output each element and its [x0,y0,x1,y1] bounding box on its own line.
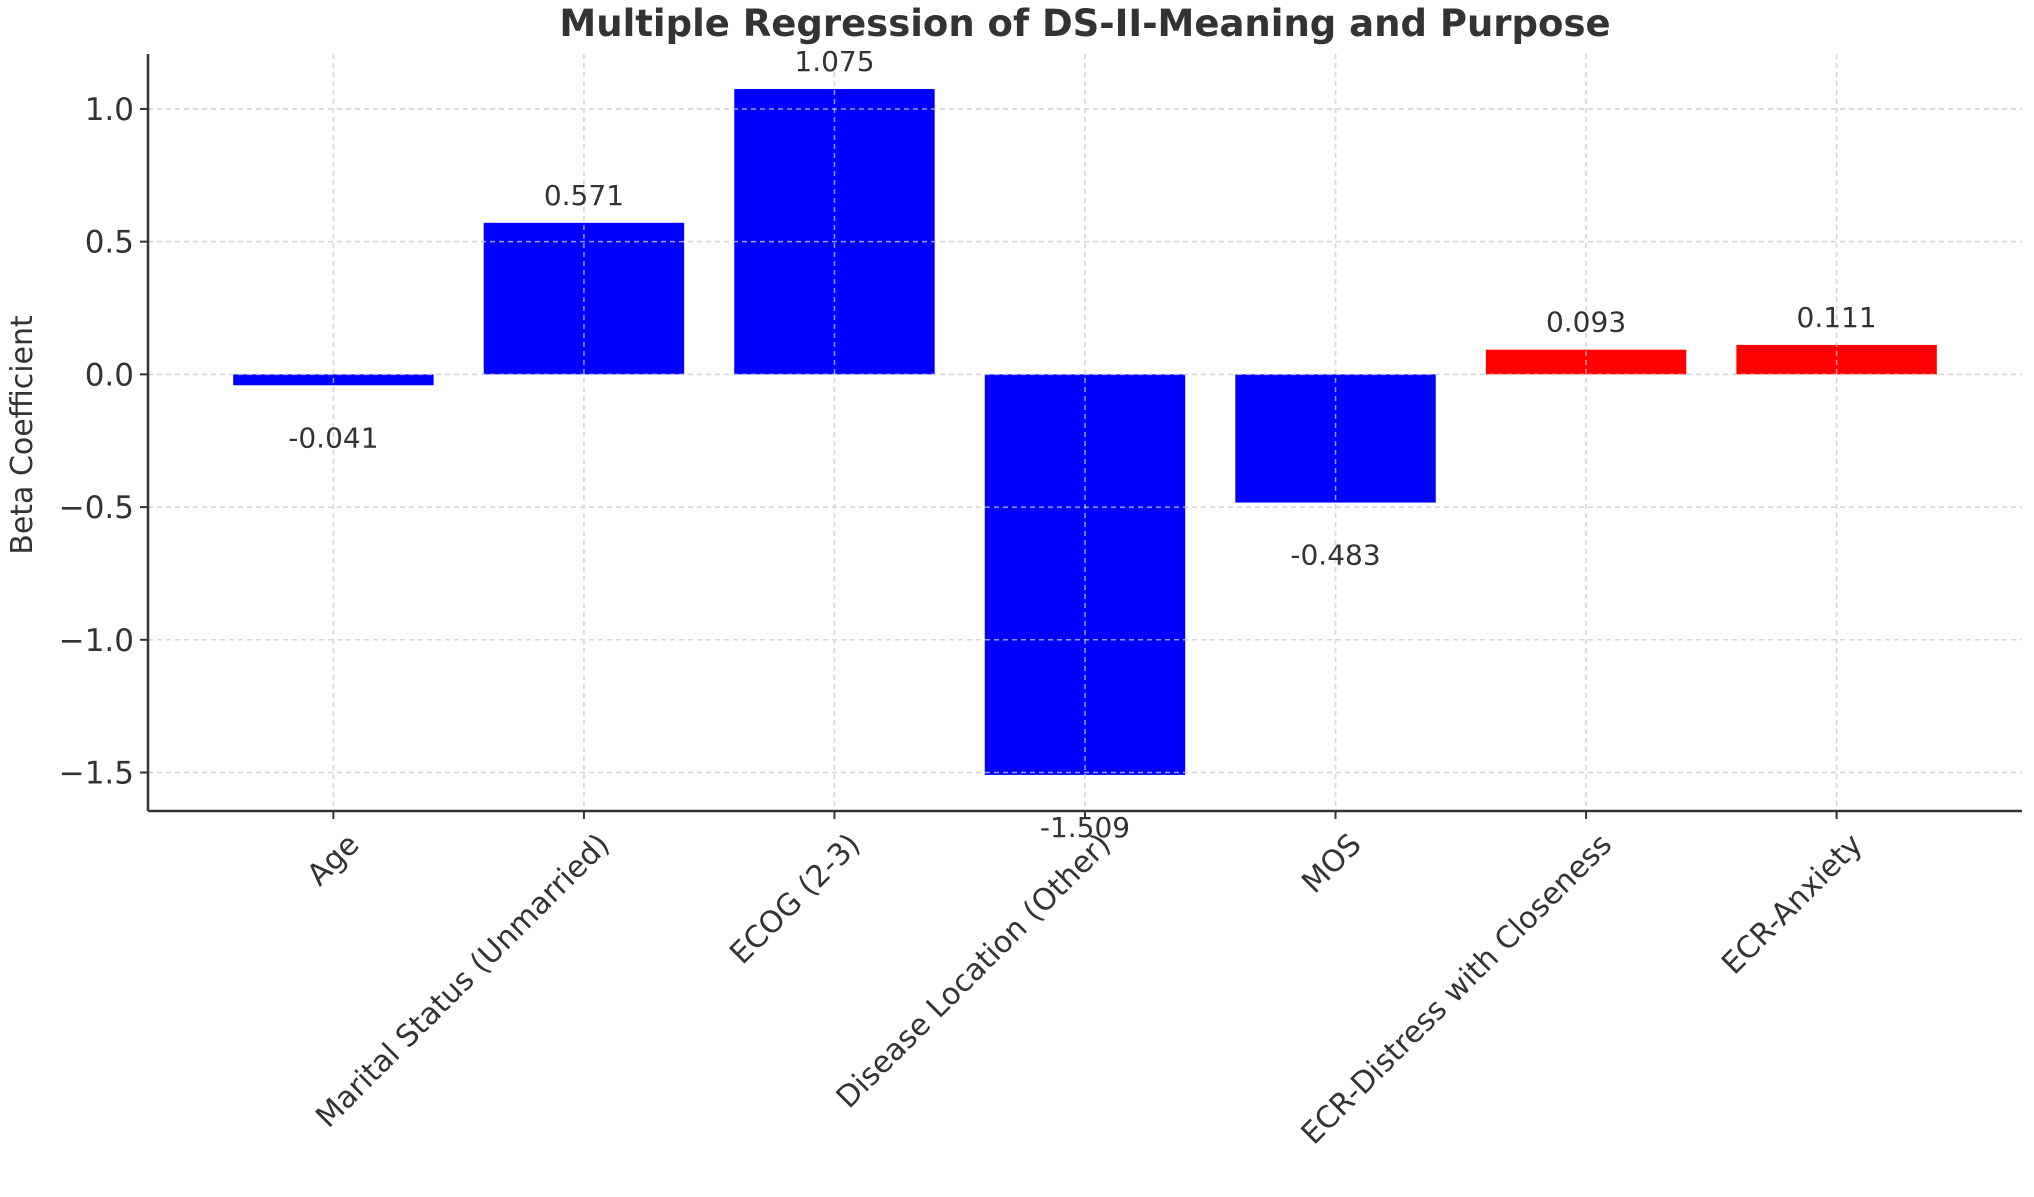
y-tick-label: 1.0 [85,92,134,128]
value-label: 0.093 [1546,306,1626,339]
y-tick-label: −0.5 [59,490,134,526]
y-tick-label: 0.5 [85,225,134,261]
x-tick-label: Disease Location (Other) [830,827,1118,1115]
value-label: -0.041 [288,421,378,454]
chart-title: Multiple Regression of DS-II-Meaning and… [559,2,1610,45]
x-tick-label: ECOG (2-3) [723,827,867,971]
y-tick-label: −1.5 [59,756,134,792]
value-label: 0.571 [544,179,624,212]
y-tick-label: 0.0 [85,357,134,393]
y-tick-label: −1.0 [59,623,134,659]
x-tick-label: Age [301,827,367,893]
value-label: 0.111 [1797,301,1877,334]
value-label: -1.509 [1040,811,1130,844]
x-tick-label: ECR-Anxiety [1715,827,1869,981]
value-label: 1.075 [794,45,874,78]
bar [1235,374,1436,503]
x-tick-label: MOS [1295,827,1368,900]
x-tick-label: Marital Status (Unmarried) [309,827,617,1135]
value-label: -0.483 [1290,539,1380,572]
bar [734,89,935,375]
y-axis-label: Beta Coefficient [5,315,40,555]
